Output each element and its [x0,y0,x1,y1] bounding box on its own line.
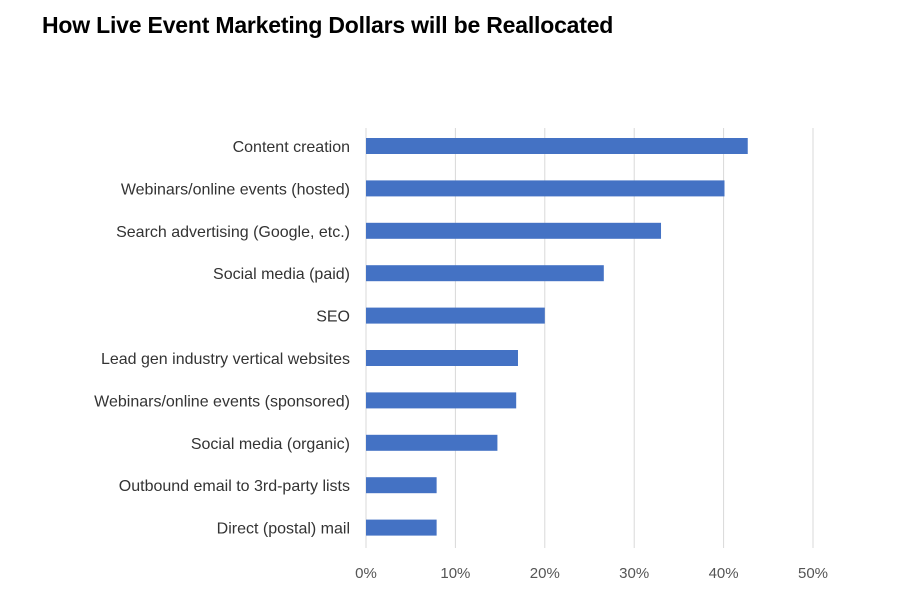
bar [366,350,518,366]
category-label: Webinars/online events (hosted) [121,181,350,198]
category-label: SEO [316,309,350,326]
chart-title: How Live Event Marketing Dollars will be… [42,12,614,38]
gridlines [365,128,814,548]
category-label: Search advertising (Google, etc.) [116,224,350,241]
x-tick-label: 30% [619,565,649,582]
category-label: Social media (organic) [191,436,350,453]
bar [366,519,437,536]
bar [366,392,517,409]
bar [366,477,437,494]
category-label: Content creation [233,139,350,156]
bar [366,434,498,451]
category-label: Social media (paid) [213,266,350,283]
category-label: Lead gen industry vertical websites [101,351,350,368]
x-tick-label: 10% [440,565,470,582]
bar [366,222,662,239]
bar [366,307,545,324]
category-label: Webinars/online events (sponsored) [94,393,350,410]
x-tick-label: 0% [355,565,377,582]
x-tick-label: 40% [709,565,739,582]
x-tick-labels: 0% 10% 20% 30% 40% 50% [355,565,828,582]
category-label: Direct (postal) mail [217,521,350,538]
bar [366,180,725,197]
x-tick-label: 20% [530,565,560,582]
bars [366,138,748,536]
x-tick-label: 50% [798,565,828,582]
category-labels: Content creation Webinars/online events (… [94,139,350,538]
category-label: Outbound email to 3rd-party lists [119,478,350,495]
bar [366,138,748,154]
bar [366,265,604,282]
